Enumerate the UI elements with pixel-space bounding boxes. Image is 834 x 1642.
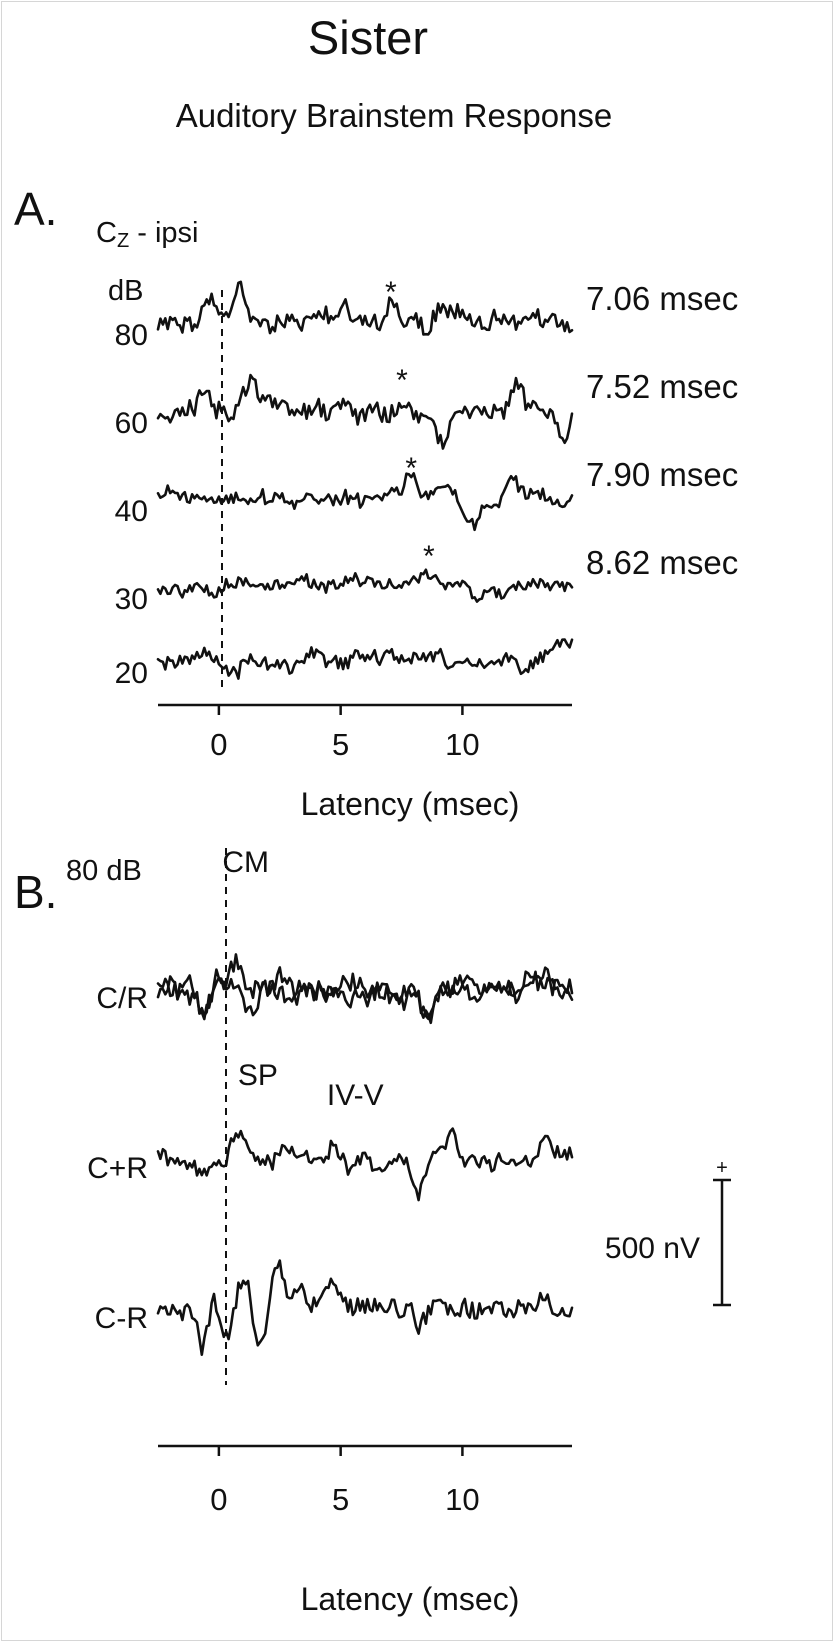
panel-b-traces: C/R C+R C-R <box>87 953 574 1356</box>
x-tick-label: 0 <box>210 727 227 762</box>
trace-a-30db <box>156 568 574 603</box>
panel-b: B. 80 dB C/R C+R C-R CM SP IV-V 0 5 10 Latency… <box>14 846 731 1617</box>
scale-bar-label: 500 nV <box>605 1232 700 1265</box>
x-tick-label: 10 <box>445 1482 479 1517</box>
level-label-60: 60 <box>115 407 148 440</box>
panel-a-label: A. <box>14 183 57 235</box>
level-label-80: 80 <box>115 319 148 352</box>
x-axis-title-a: Latency (msec) <box>301 786 520 822</box>
level-label-b: 80 dB <box>66 855 142 887</box>
condition-label: C/R <box>96 982 148 1015</box>
x-ticks-a: 0 5 10 <box>210 705 480 762</box>
condition-label: C+R <box>87 1152 148 1185</box>
x-ticks-b: 0 5 10 <box>210 1446 480 1517</box>
peak-v-marker: * <box>385 276 397 309</box>
figure-subtitle: Auditory Brainstem Response <box>176 97 613 134</box>
x-tick-label: 5 <box>332 1482 349 1517</box>
peak-latency-label: 8.62 msec <box>586 544 738 581</box>
peak-latency-label: 7.52 msec <box>586 368 738 405</box>
peak-v-marker: * <box>396 364 408 397</box>
db-unit-label: dB <box>108 275 143 307</box>
trace-b-cr-2 <box>156 1127 574 1202</box>
peak-latency-label: 7.90 msec <box>586 456 738 493</box>
figure-title: Sister <box>308 11 428 64</box>
annotation-ivv: IV-V <box>327 1079 384 1112</box>
scale-bar: + 500 nV <box>605 1157 731 1307</box>
trace-a-80db <box>156 280 574 336</box>
peak-latency-label: 7.06 msec <box>586 280 738 317</box>
level-label-40: 40 <box>115 495 148 528</box>
x-tick-label: 0 <box>210 1482 227 1517</box>
trace-b-cr-1 <box>156 970 574 1025</box>
panel-a-traces: 80 * 7.06 msec 60 * 7.52 msec 40 * 7.90 msec 30 * 8… <box>115 276 739 690</box>
annotation-cm: CM <box>222 846 269 879</box>
annotation-sp: SP <box>238 1059 278 1092</box>
x-tick-label: 10 <box>445 727 479 762</box>
channel-label: CZ - ipsi <box>96 217 198 252</box>
panel-b-annotations: CM SP IV-V <box>222 846 383 1112</box>
trace-a-20db <box>156 638 574 680</box>
condition-label: C-R <box>95 1302 148 1335</box>
x-tick-label: 5 <box>332 727 349 762</box>
panel-b-label: B. <box>14 866 57 918</box>
level-label-30: 30 <box>115 583 148 616</box>
trace-a-40db <box>156 472 574 532</box>
peak-v-marker: * <box>423 540 435 573</box>
trace-a-60db <box>156 373 574 450</box>
level-label-20: 20 <box>115 657 148 690</box>
trace-b-cr-3 <box>156 1259 574 1356</box>
peak-v-marker: * <box>405 452 417 485</box>
panel-a: A. CZ - ipsi dB 80 * 7.06 msec 60 * 7.52 msec… <box>14 183 738 822</box>
scale-bar-polarity: + <box>716 1157 728 1179</box>
x-axis-title-b: Latency (msec) <box>301 1581 520 1617</box>
